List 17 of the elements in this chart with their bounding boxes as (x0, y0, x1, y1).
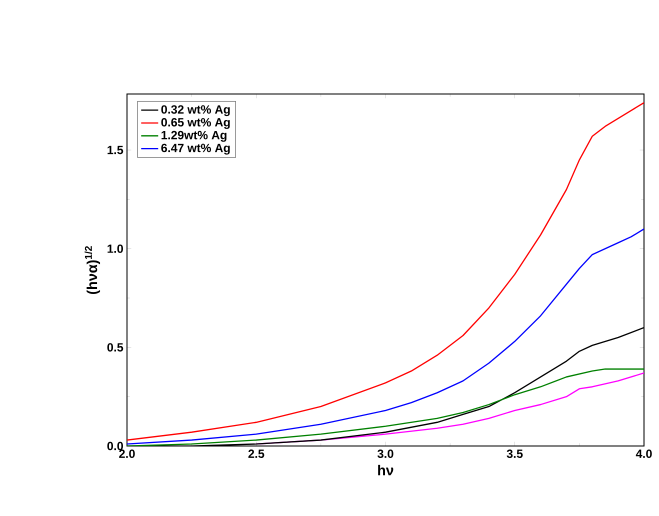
line-series (127, 102, 644, 441)
y-tick-label: 0.5 (107, 343, 124, 352)
x-axis-title: hν (378, 464, 394, 476)
x-tick-label: 4.0 (636, 450, 652, 458)
legend-label: 0.32 wt% Ag (161, 105, 230, 116)
x-tick-label: 3.0 (377, 450, 394, 458)
y-tick-label: 1.0 (108, 244, 123, 253)
x-tick-label: 2.5 (248, 450, 264, 458)
legend-label: 1.29wt% Ag (162, 130, 226, 142)
line-series (127, 368, 644, 446)
y-axis-title: (hνα)$^{1/2}$ (84, 246, 100, 294)
x-tick-label: 3.5 (506, 450, 523, 458)
legend-label: 6.47 wt% Ag (161, 144, 230, 155)
legend-label: 0.65 wt% Ag (161, 118, 230, 129)
x-tick-label: 2.0 (119, 450, 135, 458)
y-tick-label: 1.5 (108, 146, 124, 154)
y-tick-label: 0.0 (107, 442, 123, 450)
